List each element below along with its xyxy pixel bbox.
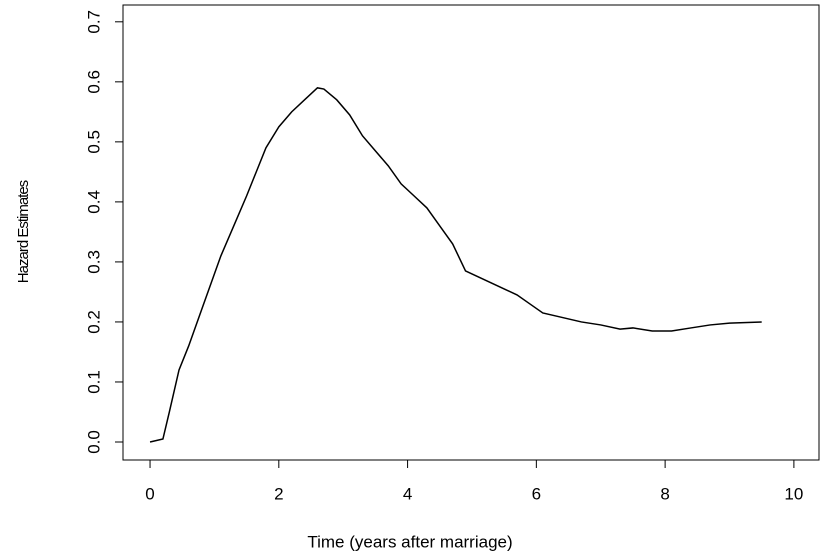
plot-box (122, 4, 820, 461)
x-tick-label: 2 (274, 484, 283, 503)
y-tick-label: 0.4 (84, 190, 103, 214)
y-tick-label: 0.2 (84, 310, 103, 334)
x-tick-label: 6 (532, 484, 541, 503)
y-tick-label: 0.7 (84, 10, 103, 34)
y-axis-label: Hazard Estimates (15, 180, 32, 283)
line (149, 87, 762, 443)
x-tick-label: 8 (660, 484, 669, 503)
x-tick-label: 10 (784, 484, 803, 503)
y-tick-label: 0.6 (84, 70, 103, 94)
y-tick-label: 0.0 (84, 430, 103, 454)
x-tick-label: 0 (145, 484, 154, 503)
x-axis-label: Time (years after marriage) (307, 532, 512, 551)
y-tick-label: 0.5 (84, 130, 103, 154)
y-tick-label: 0.3 (84, 250, 103, 274)
y-tick-label: 0.1 (84, 370, 103, 394)
x-tick-label: 4 (403, 484, 412, 503)
